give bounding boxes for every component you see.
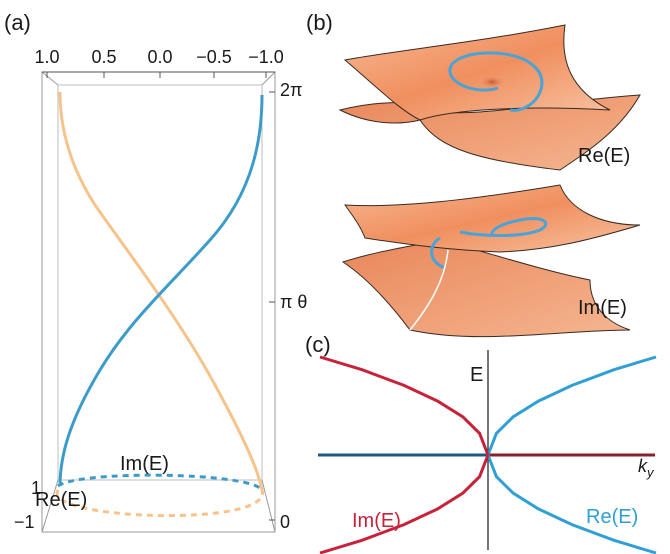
tick-top-1: 1.0 [34, 47, 59, 67]
tick-left-lower: −1 [14, 512, 35, 532]
blue-spiral [58, 94, 264, 487]
im-loop-lower [430, 236, 446, 270]
tick-right-mid: π θ [280, 292, 307, 312]
base-ellipse-blue [57, 473, 264, 492]
panel-a: (a) 1.0 0.5 0.0 −0.5 −1.0 2π π θ 0 1 −1 [4, 10, 307, 533]
tick-top-4: −0.5 [196, 47, 232, 67]
series-label-im: Im(E) [352, 510, 401, 532]
panel-c: (c) E ky Im(E) Re(E) [305, 332, 657, 554]
tick-top-3: 0.0 [147, 47, 172, 67]
orange-spiral [58, 91, 264, 491]
tick-left-upper: 1 [31, 478, 41, 498]
label-im-b: Im(E) [578, 297, 627, 319]
tick-right-bottom: 0 [280, 512, 290, 532]
tick-top-5: −1.0 [248, 47, 284, 67]
panel-b: (b) Re(E) Im(E) [306, 10, 641, 338]
re-loop [448, 51, 544, 112]
re-curve-lower [486, 454, 657, 554]
im-upper-sheet [344, 184, 641, 253]
chart-curves [319, 355, 657, 554]
label-re-a: Re(E) [35, 489, 87, 511]
im-surface: Im(E) [341, 184, 641, 338]
im-curve-upper [319, 355, 490, 456]
re-upper-sheet [343, 24, 611, 121]
top-ticks: 1.0 0.5 0.0 −0.5 −1.0 [34, 47, 283, 67]
series-label-re: Re(E) [586, 506, 638, 528]
im-curve-lower [319, 454, 490, 554]
xlabel-c: ky [638, 456, 655, 480]
panel-a-label: (a) [4, 10, 31, 35]
panel-c-label: (c) [305, 332, 331, 357]
label-im-a: Im(E) [120, 453, 169, 475]
re-branch-point [478, 75, 506, 89]
tick-top-2: 0.5 [91, 47, 116, 67]
ylabel-c: E [470, 364, 483, 386]
box-frame [41, 71, 276, 533]
tick-right-top: 2π [280, 80, 302, 100]
label-re-b: Re(E) [578, 145, 630, 167]
im-lower-sheet [341, 239, 631, 338]
re-curve-upper [486, 355, 657, 456]
base-ellipse-orange [55, 489, 264, 518]
im-loop [459, 217, 548, 237]
panel-b-label: (b) [306, 10, 333, 35]
re-surface: Re(E) [338, 24, 641, 171]
im-branch-cut [409, 249, 449, 331]
